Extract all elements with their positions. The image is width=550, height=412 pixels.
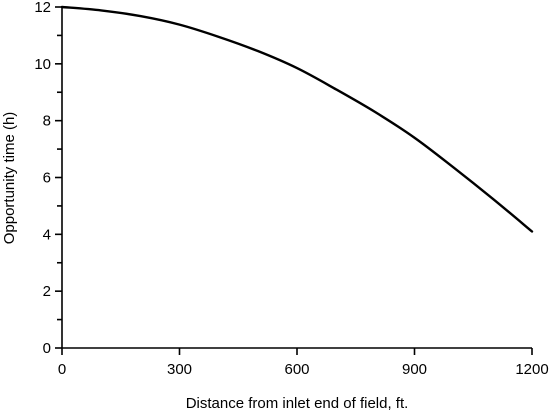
ticks: 0 300 600 900 1200 0 2 4 6 8 10 12 (34, 0, 548, 378)
y-tick-label: 6 (43, 170, 51, 187)
x-tick-label: 900 (402, 361, 427, 378)
x-tick-label: 1200 (515, 361, 548, 378)
series-line (60, 5, 534, 233)
x-axis-title: Distance from inlet end of field, ft. (186, 395, 409, 412)
y-axis-title: Opportunity time (h) (1, 112, 18, 245)
y-tick-label: 4 (43, 226, 51, 243)
y-tick-label: 8 (43, 113, 51, 130)
x-tick-label: 600 (284, 361, 309, 378)
y-tick-label: 10 (34, 56, 51, 73)
y-tick-label: 12 (34, 0, 51, 16)
y-tick-label: 0 (43, 340, 51, 357)
series (60, 5, 534, 233)
axes (61, 7, 532, 349)
x-tick-label: 300 (167, 361, 192, 378)
x-tick-label: 0 (58, 361, 66, 378)
y-tick-label: 2 (43, 283, 51, 300)
